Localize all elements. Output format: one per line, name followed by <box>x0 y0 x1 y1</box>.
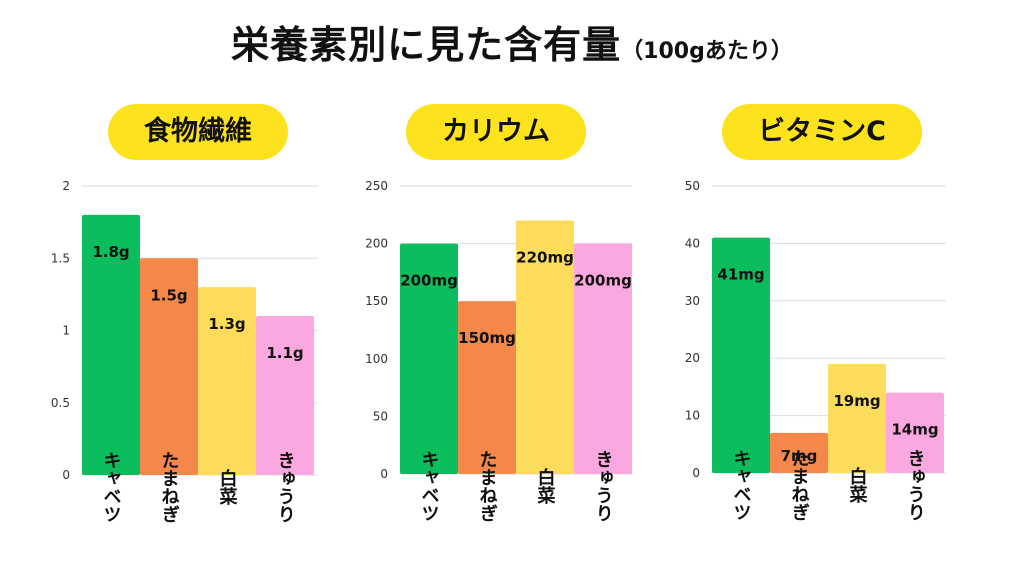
chart-title-main: 栄養素別に見た含有量 <box>231 23 622 67</box>
vitamin-c-ytick-label: 10 <box>685 409 700 423</box>
fiber-data-label-1: 1.8g <box>92 243 129 261</box>
potassium-category-label-2: たまねぎ <box>477 450 498 522</box>
vitamin-c-category-label-4: きゅうり <box>905 449 926 521</box>
fiber-data-label-4: 1.1g <box>266 344 303 362</box>
chart-title-sub: （100gあたり） <box>621 39 793 64</box>
fiber-ytick-label: 1.5 <box>51 251 70 265</box>
fiber-category-label-3: 白菜 <box>217 468 239 506</box>
fiber-bar-2 <box>140 258 198 475</box>
potassium-data-label-4: 200mg <box>574 272 632 290</box>
fiber-ytick-label: 0 <box>62 468 70 482</box>
chart-title: 栄養素別に見た含有量（100gあたり） <box>0 14 1024 69</box>
panel-title-fiber: 食物繊維 <box>108 104 288 160</box>
potassium-ytick-label: 200 <box>365 237 388 251</box>
potassium-bar-4 <box>574 243 632 474</box>
potassium-category-label-4: きゅうり <box>593 450 614 522</box>
panel-title-vitamin-c: ビタミンC <box>722 104 922 160</box>
vitamin-c-data-label-4: 14mg <box>891 421 938 439</box>
fiber-category-label-2: たまねぎ <box>159 451 180 523</box>
vitamin-c-ytick-label: 40 <box>685 236 700 250</box>
potassium-ytick-label: 150 <box>365 294 388 308</box>
potassium-category-label-3: 白菜 <box>535 467 557 505</box>
potassium-bar-3 <box>516 220 574 474</box>
potassium-bar-1 <box>400 243 458 474</box>
vitamin-c-ytick-label: 30 <box>685 294 700 308</box>
fiber-ytick-label: 0.5 <box>51 396 70 410</box>
vitamin-c-category-label-3: 白菜 <box>847 466 869 504</box>
panel-title-potassium: カリウム <box>406 104 586 160</box>
potassium-bar-2 <box>458 301 516 474</box>
fiber-bar-3 <box>198 287 256 475</box>
vitamin-c-bar-1 <box>712 237 770 473</box>
vitamin-c-data-label-3: 19mg <box>833 392 880 410</box>
potassium-ytick-label: 50 <box>373 409 388 423</box>
potassium-ytick-label: 250 <box>365 179 388 193</box>
vitamin-c-bar-4 <box>886 392 944 473</box>
vitamin-c-ytick-label: 50 <box>685 179 700 193</box>
potassium-ytick-label: 100 <box>365 352 388 366</box>
vitamin-c-bar-3 <box>828 363 886 473</box>
vitamin-c-ytick-label: 20 <box>685 351 700 365</box>
fiber-ytick-label: 1 <box>62 324 70 338</box>
vitamin-c-data-label-2: 7mg <box>781 447 818 465</box>
fiber-bar-1 <box>82 214 140 475</box>
fiber-ytick-label: 2 <box>62 179 70 193</box>
fiber-bar-4 <box>256 316 314 475</box>
vitamin-c-category-label-1: キャベツ <box>731 449 752 521</box>
fiber-data-label-3: 1.3g <box>208 315 245 333</box>
potassium-data-label-2: 150mg <box>458 329 516 347</box>
vitamin-c-data-label-1: 41mg <box>717 266 764 284</box>
potassium-category-label-1: キャベツ <box>419 450 440 522</box>
potassium-ytick-label: 0 <box>380 467 388 481</box>
potassium-data-label-3: 220mg <box>516 249 574 267</box>
fiber-category-label-4: きゅうり <box>275 451 296 523</box>
vitamin-c-category-label-2: たまねぎ <box>789 449 810 521</box>
fiber-category-label-1: キャベツ <box>101 451 122 523</box>
fiber-data-label-2: 1.5g <box>150 286 187 304</box>
potassium-data-label-1: 200mg <box>400 272 458 290</box>
vitamin-c-ytick-label: 0 <box>692 466 700 480</box>
vitamin-c-bar-2 <box>770 432 828 473</box>
